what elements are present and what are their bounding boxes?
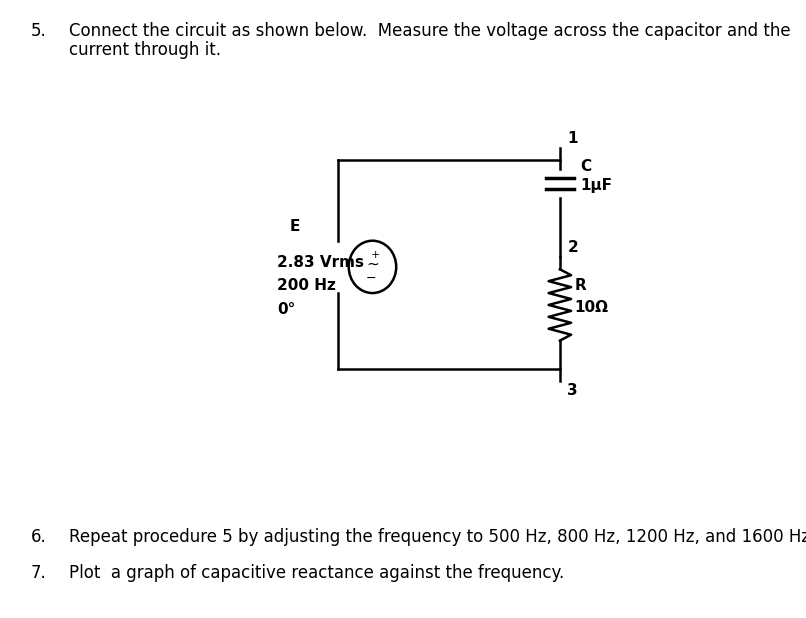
Text: 7.: 7.: [31, 564, 47, 582]
Text: R: R: [574, 279, 586, 294]
Text: 5.: 5.: [31, 22, 47, 40]
Text: 10Ω: 10Ω: [574, 300, 609, 315]
Text: +: +: [371, 250, 380, 260]
Text: 200 Hz: 200 Hz: [277, 279, 336, 294]
Text: current through it.: current through it.: [69, 41, 221, 59]
Text: 0°: 0°: [277, 302, 295, 317]
Text: 2.83 Vrms: 2.83 Vrms: [277, 255, 364, 269]
Text: 6.: 6.: [31, 528, 47, 546]
Text: 1: 1: [567, 130, 578, 145]
Text: −: −: [365, 272, 376, 285]
Text: ~: ~: [366, 257, 379, 272]
Text: 2: 2: [567, 240, 578, 255]
Text: 3: 3: [567, 383, 578, 399]
Text: Connect the circuit as shown below.  Measure the voltage across the capacitor an: Connect the circuit as shown below. Meas…: [69, 22, 790, 40]
Text: E: E: [289, 219, 300, 234]
Text: Repeat procedure 5 by adjusting the frequency to 500 Hz, 800 Hz, 1200 Hz, and 16: Repeat procedure 5 by adjusting the freq…: [69, 528, 806, 546]
Text: Plot  a graph of capacitive reactance against the frequency.: Plot a graph of capacitive reactance aga…: [69, 564, 563, 582]
Text: C: C: [580, 158, 591, 174]
Text: 1μF: 1μF: [580, 179, 612, 193]
